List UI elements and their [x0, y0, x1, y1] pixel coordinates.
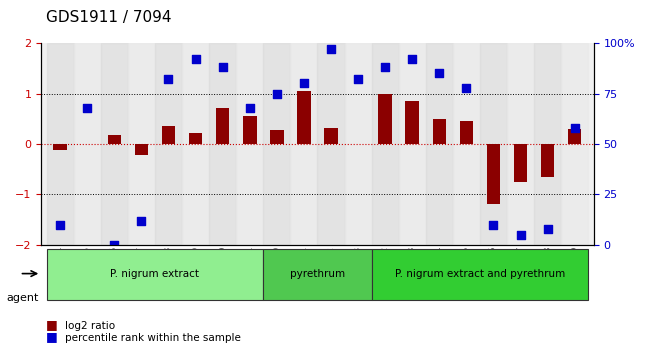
- Bar: [561, 43, 588, 245]
- Bar: [135, 144, 148, 155]
- Point: [462, 85, 472, 90]
- Point: [190, 57, 201, 62]
- Bar: [426, 43, 453, 245]
- Bar: [297, 91, 311, 144]
- Text: ■: ■: [46, 318, 57, 331]
- Bar: [507, 43, 534, 245]
- Point: [326, 47, 336, 52]
- Point: [136, 218, 147, 223]
- Point: [353, 77, 363, 82]
- Bar: [53, 144, 67, 150]
- Bar: [236, 43, 263, 245]
- Bar: [270, 130, 283, 144]
- Bar: [406, 101, 419, 144]
- Point: [163, 77, 174, 82]
- Bar: [162, 126, 176, 144]
- Bar: [182, 43, 209, 245]
- Bar: [460, 121, 473, 144]
- Text: P. nigrum extract: P. nigrum extract: [111, 269, 200, 279]
- Text: GDS1911 / 7094: GDS1911 / 7094: [46, 10, 171, 25]
- Text: P. nigrum extract and pyrethrum: P. nigrum extract and pyrethrum: [395, 269, 565, 279]
- Text: ■: ■: [46, 330, 57, 343]
- Point: [434, 71, 445, 76]
- Text: agent: agent: [6, 294, 39, 303]
- Bar: [453, 43, 480, 245]
- Bar: [398, 43, 426, 245]
- Bar: [107, 135, 121, 144]
- Text: log2 ratio: log2 ratio: [65, 321, 115, 331]
- Bar: [155, 43, 182, 245]
- Point: [515, 232, 526, 237]
- Point: [380, 65, 391, 70]
- Bar: [480, 43, 507, 245]
- Point: [82, 105, 92, 110]
- Bar: [243, 116, 257, 144]
- Bar: [378, 93, 392, 144]
- Point: [488, 222, 499, 227]
- Bar: [514, 144, 527, 182]
- Bar: [317, 43, 344, 245]
- Point: [542, 226, 552, 231]
- Bar: [216, 108, 229, 144]
- FancyBboxPatch shape: [47, 249, 263, 299]
- Text: percentile rank within the sample: percentile rank within the sample: [65, 333, 241, 343]
- Bar: [534, 43, 561, 245]
- Bar: [344, 43, 372, 245]
- Bar: [47, 43, 73, 245]
- Point: [407, 57, 417, 62]
- Bar: [73, 43, 101, 245]
- Bar: [541, 144, 554, 177]
- Point: [244, 105, 255, 110]
- Bar: [128, 43, 155, 245]
- Text: pyrethrum: pyrethrum: [290, 269, 345, 279]
- Bar: [487, 144, 501, 205]
- FancyBboxPatch shape: [263, 249, 372, 299]
- Bar: [291, 43, 317, 245]
- Point: [272, 91, 282, 96]
- Bar: [568, 129, 582, 144]
- Bar: [263, 43, 291, 245]
- Point: [55, 222, 66, 227]
- Point: [109, 242, 120, 248]
- Bar: [209, 43, 236, 245]
- Point: [218, 65, 228, 70]
- Bar: [188, 133, 202, 144]
- Point: [299, 81, 309, 86]
- Bar: [432, 119, 446, 144]
- Bar: [324, 128, 338, 144]
- FancyBboxPatch shape: [372, 249, 588, 299]
- Bar: [372, 43, 398, 245]
- Point: [569, 125, 580, 131]
- Bar: [101, 43, 128, 245]
